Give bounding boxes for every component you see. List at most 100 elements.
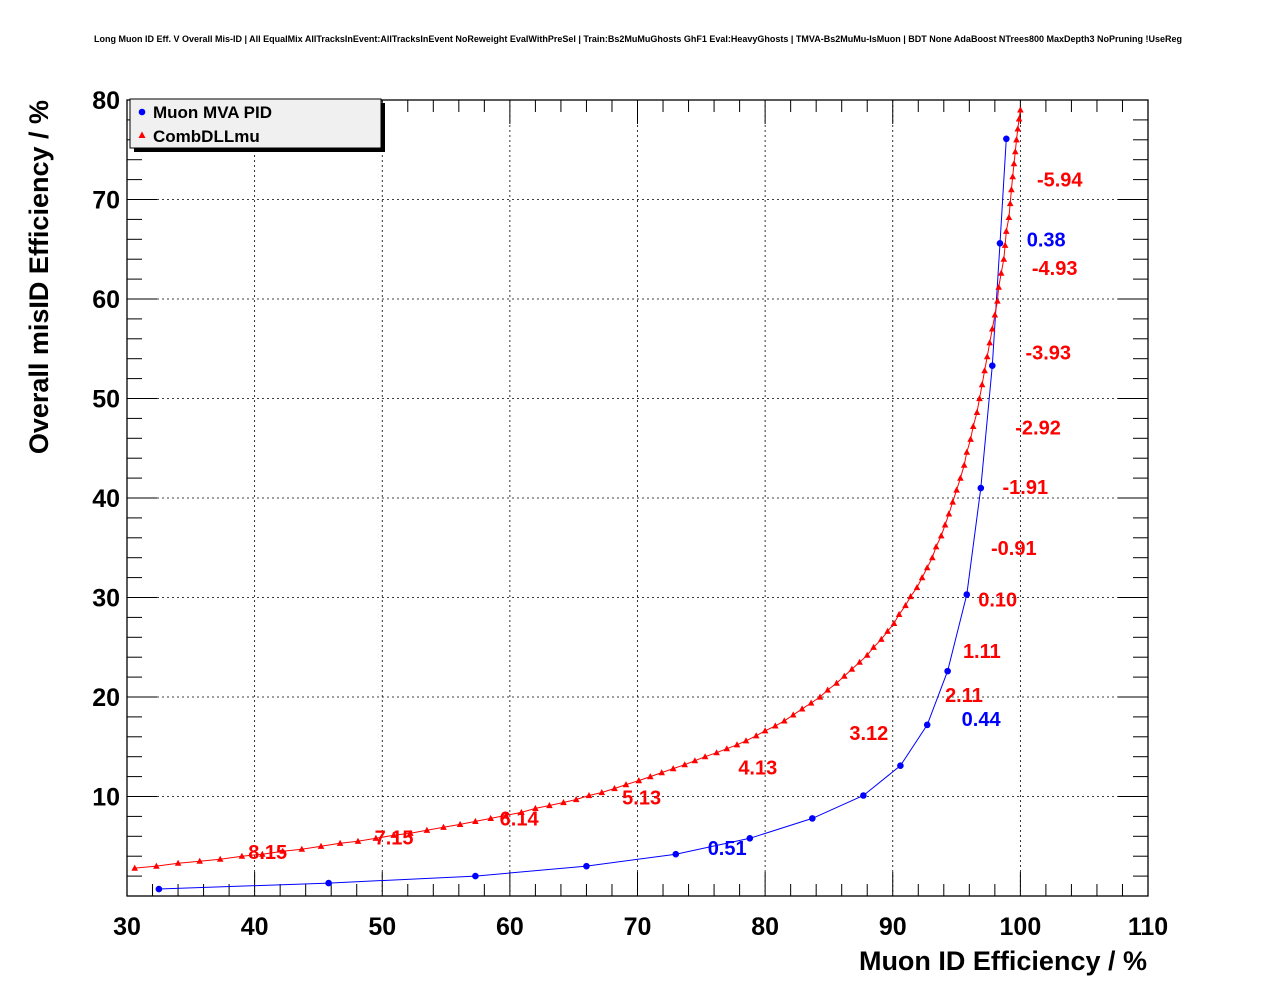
data-point-combdllmu: [870, 643, 877, 650]
data-point-muon-mva-pid: [472, 872, 479, 880]
data-point-combdllmu: [440, 823, 447, 830]
legend-marker-muon-mva-pid: [138, 108, 146, 116]
data-point-combdllmu: [772, 722, 779, 729]
data-point-combdllmu: [713, 749, 720, 756]
data-point-combdllmu: [1012, 148, 1019, 155]
annotations: -5.94 0.38 -4.93 -3.93 -2.92 -1.91 -0.91 0.10 1.…: [248, 170, 1083, 865]
data-point-combdllmu: [918, 574, 926, 581]
data-point-combdllmu: [989, 325, 996, 332]
data-point-combdllmu: [932, 543, 940, 550]
data-point-muon-mva-pid: [963, 591, 971, 598]
data-point-muon-mva-pid: [672, 850, 680, 858]
data-point-combdllmu: [1000, 255, 1008, 262]
x-tick-label: 100: [1000, 913, 1042, 941]
data-point-muon-mva-pid: [155, 885, 163, 893]
cut-value-label: 3.12: [849, 723, 888, 745]
data-point-combdllmu: [487, 814, 494, 821]
data-point-muon-mva-pid: [746, 834, 754, 842]
x-tick-label: 50: [368, 913, 396, 941]
data-point-combdllmu: [1006, 200, 1014, 207]
data-point-combdllmu: [986, 339, 993, 346]
data-point-combdllmu: [691, 757, 699, 764]
data-point-combdllmu: [807, 699, 815, 706]
data-point-combdllmu: [863, 651, 871, 658]
y-tick-label: 40: [92, 485, 120, 513]
data-point-combdllmu: [336, 839, 344, 846]
data-point-combdllmu: [1005, 213, 1013, 220]
data-point-combdllmu: [196, 857, 203, 864]
data-point-combdllmu: [1009, 173, 1016, 180]
data-point-combdllmu: [902, 602, 909, 609]
cut-value-label: 7.15: [375, 827, 414, 849]
data-point-muon-mva-pid: [1003, 135, 1010, 143]
data-point-combdllmu: [742, 737, 750, 744]
x-axis-label: Muon ID Efficiency / %: [859, 946, 1147, 976]
data-point-combdllmu: [816, 693, 824, 700]
series-line-muon-mva-pid: [158, 138, 1007, 890]
data-point-muon-mva-pid: [944, 667, 951, 675]
data-point-combdllmu: [279, 847, 286, 854]
data-point-combdllmu: [723, 745, 731, 752]
data-point-combdllmu: [174, 859, 182, 866]
data-point-combdllmu: [981, 367, 988, 374]
series-line-combdllmu: [134, 109, 1021, 869]
data-point-combdllmu: [884, 627, 891, 634]
data-point-muon-mva-pid: [988, 362, 996, 369]
data-point-combdllmu: [423, 826, 431, 833]
data-point-combdllmu: [1017, 106, 1024, 113]
data-point-combdllmu: [131, 864, 138, 871]
data-point-combdllmu: [635, 777, 643, 784]
data-point-combdllmu: [949, 498, 956, 505]
data-point-muon-mva-pid: [809, 815, 816, 822]
y-tick-label: 70: [92, 187, 120, 215]
data-point-combdllmu: [598, 789, 606, 796]
x-tick-label: 30: [113, 913, 141, 941]
data-point-combdllmu: [572, 796, 580, 803]
data-point-combdllmu: [153, 862, 160, 869]
data-point-combdllmu: [963, 448, 971, 455]
y-tick-labels: 10 20 30 40 50 60 70 80: [92, 87, 120, 812]
data-point-combdllmu: [1015, 115, 1023, 122]
data-point-combdllmu: [622, 781, 630, 788]
data-point-combdllmu: [945, 510, 953, 517]
cut-value-label: 2.11: [945, 685, 983, 707]
data-point-combdllmu: [978, 381, 986, 388]
legend-label-combdllmu: CombDLLmu: [153, 127, 260, 146]
data-point-combdllmu: [991, 311, 999, 318]
cut-value-label: -2.92: [1015, 417, 1061, 439]
data-point-combdllmu: [957, 474, 964, 481]
data-point-combdllmu: [976, 395, 983, 402]
legend: Muon MVA PID CombDLLmu: [129, 98, 385, 152]
data-point-combdllmu: [781, 717, 788, 724]
data-point-combdllmu: [937, 532, 945, 539]
cut-value-label: -4.93: [1032, 258, 1078, 280]
data-point-combdllmu: [994, 297, 1001, 304]
data-point-combdllmu: [560, 799, 567, 806]
data-point-combdllmu: [969, 422, 977, 429]
data-point-combdllmu: [317, 842, 325, 849]
legend-box: [129, 98, 382, 149]
cut-value-label: 0.44: [962, 709, 1002, 731]
data-point-combdllmu: [647, 773, 654, 780]
data-point-combdllmu: [848, 665, 856, 672]
cut-value-label: -1.91: [1003, 477, 1049, 499]
data-point-combdllmu: [518, 808, 525, 815]
data-point-combdllmu: [841, 672, 848, 679]
data-point-combdllmu: [824, 686, 831, 693]
data-point-combdllmu: [789, 711, 797, 718]
y-tick-label: 20: [92, 684, 120, 712]
cut-value-label: 1.11: [963, 641, 1001, 663]
data-point-combdllmu: [997, 269, 1005, 276]
data-point-muon-mva-pid: [977, 484, 985, 492]
x-tick-label: 40: [241, 913, 269, 941]
data-point-combdllmu: [960, 461, 968, 468]
data-point-muon-mva-pid: [860, 792, 867, 799]
y-tick-label: 80: [92, 87, 120, 115]
legend-marker-combdllmu: [138, 131, 146, 138]
data-point-combdllmu: [941, 521, 949, 528]
data-point-muon-mva-pid: [923, 721, 931, 729]
data-point-combdllmu: [890, 619, 898, 626]
cut-value-label: 4.13: [738, 758, 777, 780]
data-point-combdllmu: [472, 817, 479, 824]
cut-value-label: -5.94: [1037, 170, 1083, 192]
